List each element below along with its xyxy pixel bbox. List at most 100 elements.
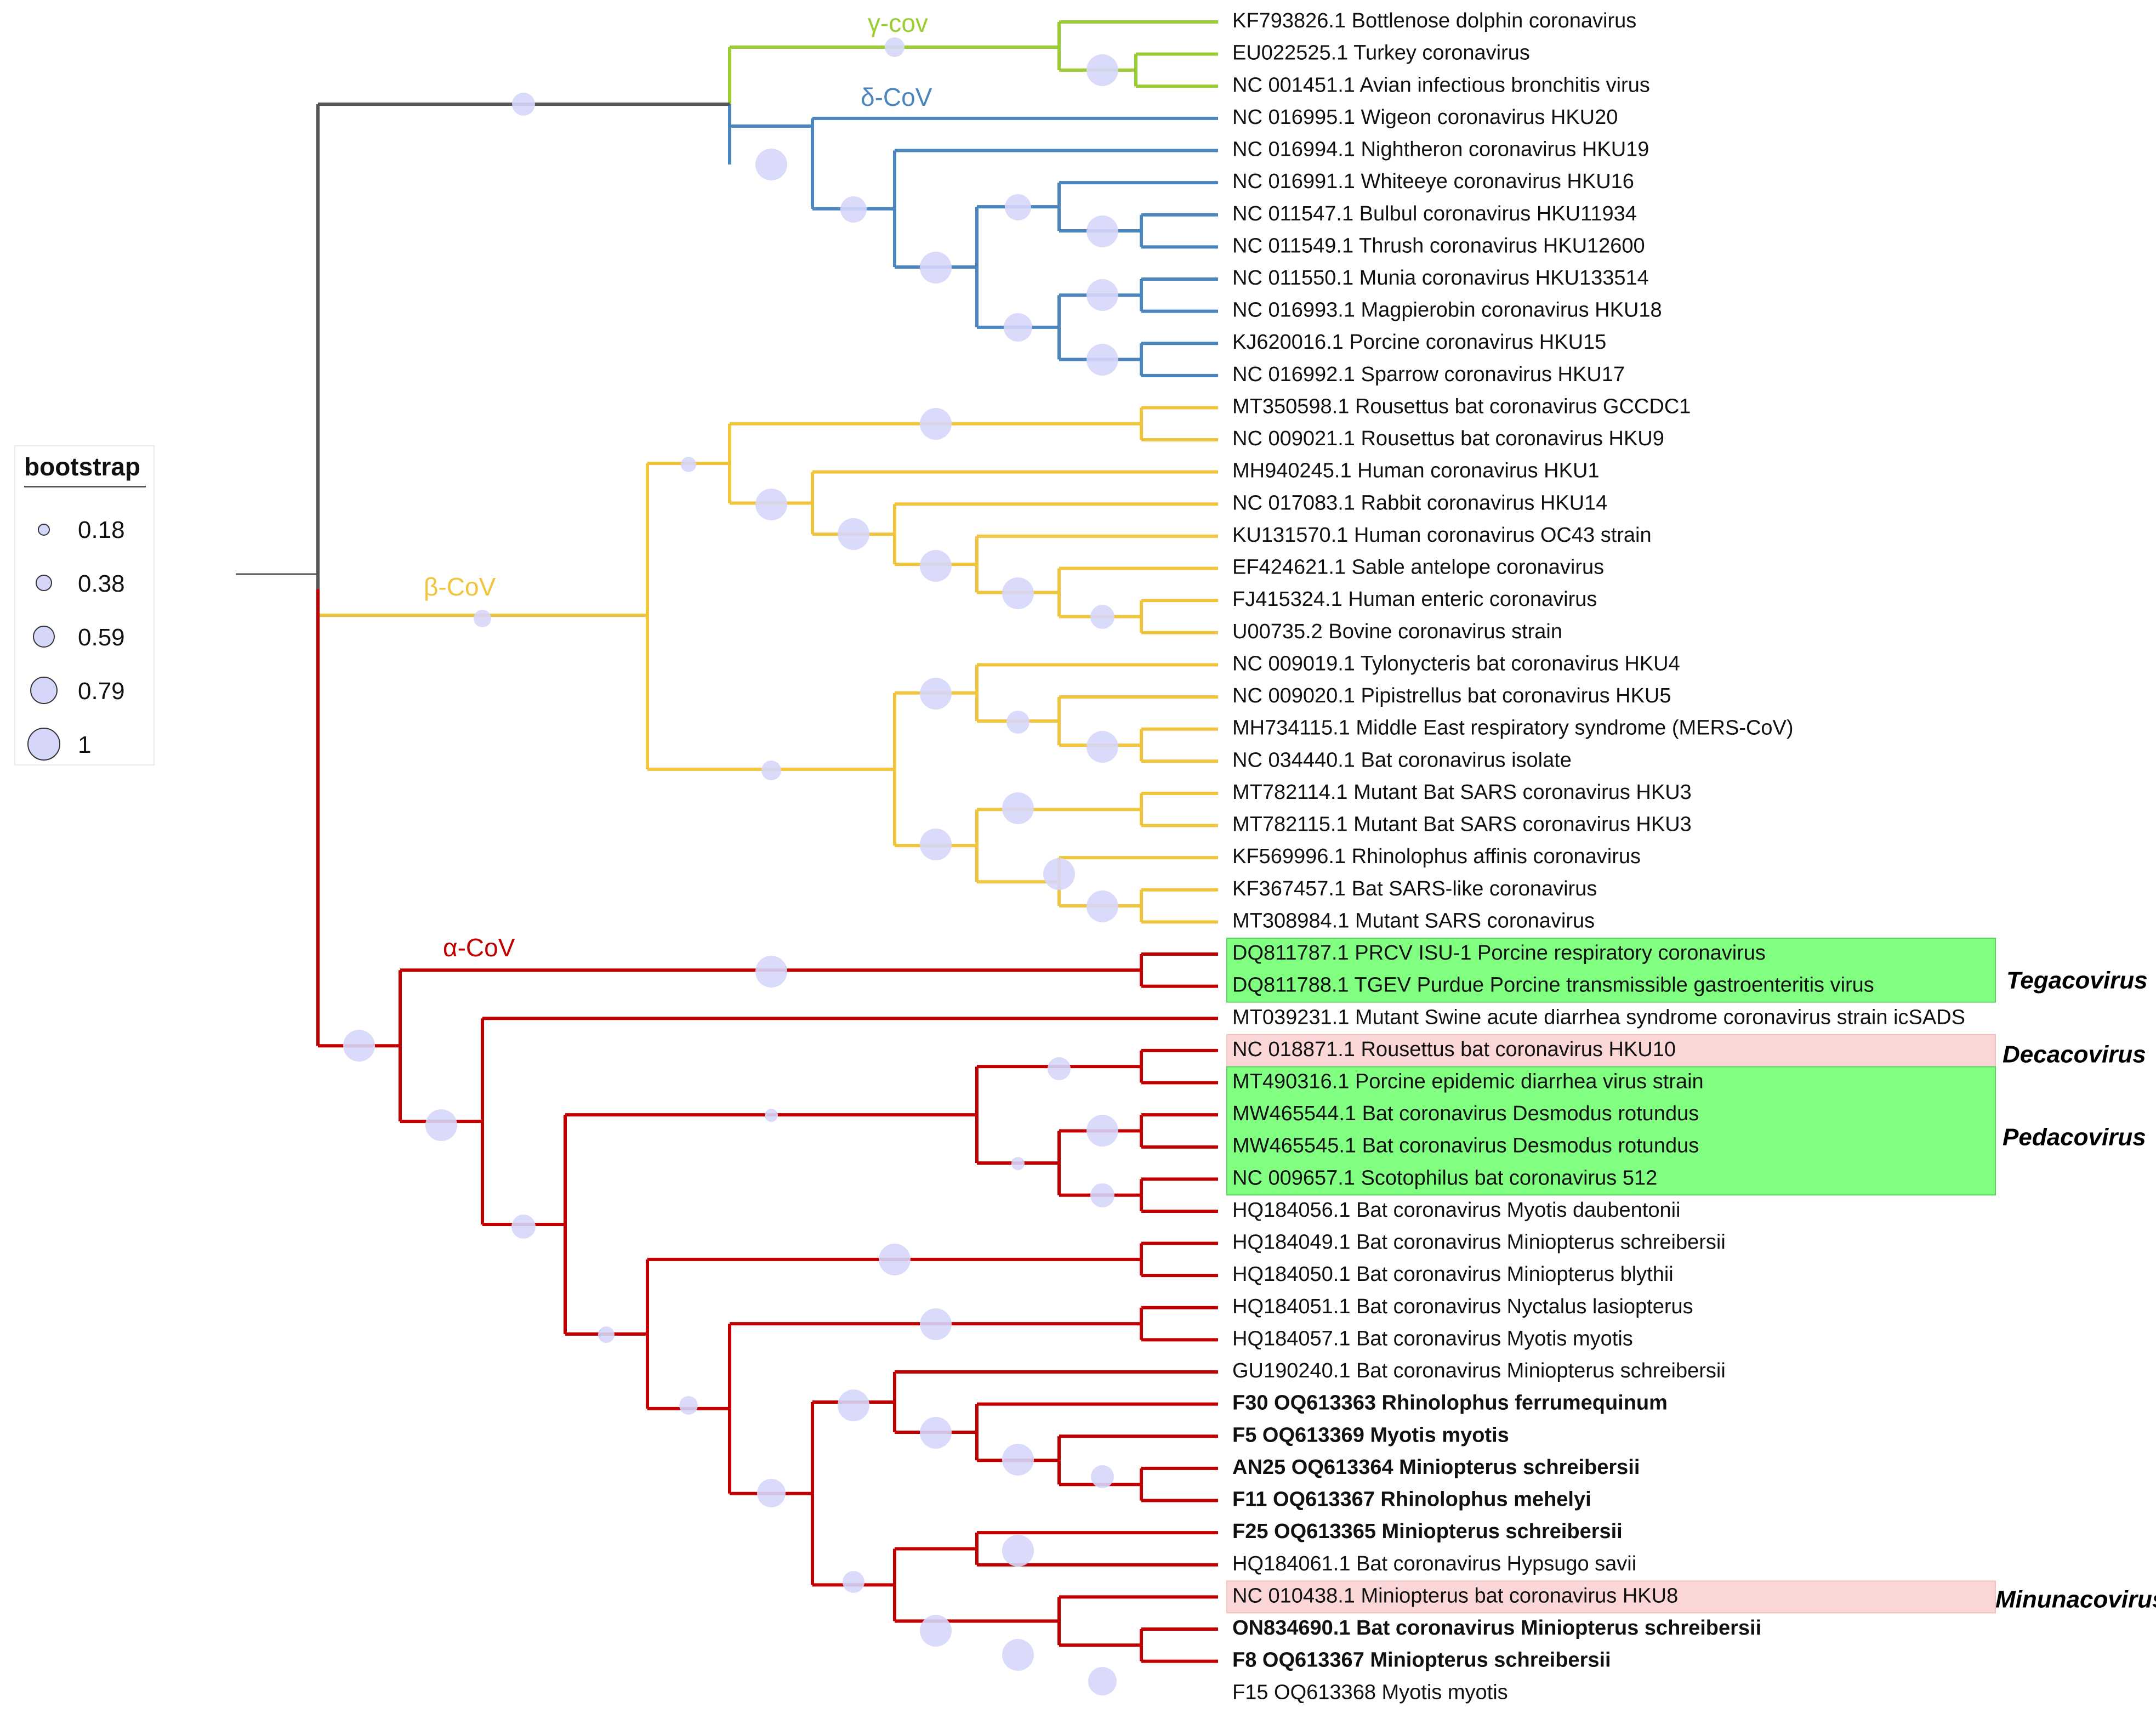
tip-label: MW465545.1 Bat coronavirus Desmodus rotu… <box>1232 1135 1699 1158</box>
bootstrap-node <box>1086 731 1118 763</box>
clade-label-gamma: γ-cov <box>868 9 928 37</box>
bootstrap-node <box>840 196 867 223</box>
tip-label: NC 017083.1 Rabbit coronavirus HKU14 <box>1232 491 1607 514</box>
tree-branches <box>236 20 1218 1663</box>
tip-label: NC 016991.1 Whiteeye coronavirus HKU16 <box>1232 170 1634 193</box>
bootstrap-node <box>474 610 491 627</box>
bootstrap-node <box>920 550 952 582</box>
bootstrap-node <box>843 1571 864 1593</box>
legend-value: 0.18 <box>78 517 125 543</box>
bootstrap-nodes <box>343 37 1118 1695</box>
bootstrap-node <box>765 1109 778 1122</box>
bootstrap-node <box>1002 792 1034 824</box>
tip-label: EU022525.1 Turkey coronavirus <box>1232 42 1530 65</box>
tip-label: NC 011549.1 Thrush coronavirus HKU12600 <box>1232 234 1645 257</box>
genus-label-minunacovirus: Minunacovirus <box>1995 1586 2156 1613</box>
tip-label: KU131570.1 Human coronavirus OC43 strain <box>1232 524 1652 547</box>
clade-label-beta: β-CoV <box>424 572 496 601</box>
clade-label-alpha: α-CoV <box>443 933 515 962</box>
tip-label: DQ811788.1 TGEV Purdue Porcine transmiss… <box>1232 974 1874 997</box>
tip-label: HQ184056.1 Bat coronavirus Myotis dauben… <box>1232 1199 1680 1222</box>
tip-label: AN25 OQ613364 Miniopterus schreibersii <box>1232 1456 1640 1479</box>
tip-label: HQ184057.1 Bat coronavirus Myotis myotis <box>1232 1327 1633 1350</box>
tip-label: MH734115.1 Middle East respiratory syndr… <box>1232 717 1794 740</box>
bootstrap-node <box>920 1615 952 1647</box>
tip-label: NC 016994.1 Nightheron coronavirus HKU19 <box>1232 138 1649 161</box>
bootstrap-node <box>879 1244 911 1275</box>
tip-label: F8 OQ613367 Miniopterus schreibersii <box>1232 1649 1611 1672</box>
tip-label: F25 OQ613365 Miniopterus schreibersii <box>1232 1520 1623 1543</box>
legend-dot <box>38 524 50 536</box>
tip-labels: KF793826.1 Bottlenose dolphin coronaviru… <box>1232 9 1965 1704</box>
bootstrap-node <box>1006 711 1029 734</box>
tip-label: KF793826.1 Bottlenose dolphin coronaviru… <box>1232 9 1636 32</box>
legend-row: 0.79 <box>15 668 156 712</box>
tip-label: HQ184061.1 Bat coronavirus Hypsugo savii <box>1232 1552 1636 1575</box>
legend-row: 0.38 <box>15 560 156 604</box>
bootstrap-node <box>1048 1057 1071 1080</box>
bootstrap-node <box>1011 1157 1025 1170</box>
tip-label: MT782115.1 Mutant Bat SARS coronavirus H… <box>1232 813 1692 836</box>
tip-label: MT350598.1 Rousettus bat coronavirus GCC… <box>1232 395 1691 418</box>
bootstrap-node <box>761 761 781 780</box>
tip-label: HQ184050.1 Bat coronavirus Miniopterus b… <box>1232 1263 1674 1286</box>
legend-row: 0.59 <box>15 614 156 658</box>
tip-label: NC 011547.1 Bulbul coronavirus HKU11934 <box>1232 202 1637 225</box>
tip-label: ON834690.1 Bat coronavirus Miniopterus s… <box>1232 1616 1761 1640</box>
legend-row: 0.18 <box>15 507 156 551</box>
bootstrap-node <box>1002 1535 1034 1567</box>
tip-label: EF424621.1 Sable antelope coronavirus <box>1232 556 1604 579</box>
tip-label: KF569996.1 Rhinolophus affinis coronavir… <box>1232 845 1641 868</box>
tip-label: F5 OQ613369 Myotis myotis <box>1232 1423 1509 1447</box>
tip-label: MW465544.1 Bat coronavirus Desmodus rotu… <box>1232 1102 1699 1125</box>
tip-label: NC 009020.1 Pipistrellus bat coronavirus… <box>1232 684 1671 707</box>
bootstrap-node <box>757 1479 786 1507</box>
bootstrap-node <box>1002 577 1034 609</box>
bootstrap-node <box>755 149 787 180</box>
bootstrap-node <box>1043 858 1075 890</box>
tip-label: NC 018871.1 Rousettus bat coronavirus HK… <box>1232 1038 1676 1061</box>
tip-label: HQ184051.1 Bat coronavirus Nyctalus lasi… <box>1232 1295 1693 1318</box>
bootstrap-node <box>920 678 952 710</box>
tip-label: NC 010438.1 Miniopterus bat coronavirus … <box>1232 1584 1678 1607</box>
tip-label: FJ415324.1 Human enteric coronavirus <box>1232 588 1597 611</box>
legend-dot <box>33 626 55 648</box>
genus-highlight <box>1226 1034 1996 1067</box>
bootstrap-node <box>1086 344 1118 376</box>
tip-label: NC 016992.1 Sparrow coronavirus HKU17 <box>1232 363 1625 386</box>
tip-label: U00735.2 Bovine coronavirus strain <box>1232 620 1562 643</box>
bootstrap-node <box>681 457 696 472</box>
bootstrap-node <box>755 956 787 988</box>
tip-label: GU190240.1 Bat coronavirus Miniopterus s… <box>1232 1359 1726 1382</box>
tip-label: NC 016993.1 Magpierobin coronavirus HKU1… <box>1232 299 1662 322</box>
legend-title: bootstrap <box>24 452 146 487</box>
genus-highlights <box>1226 937 1996 1614</box>
tip-label: MT039231.1 Mutant Swine acute diarrhea s… <box>1232 1006 1965 1029</box>
bootstrap-node <box>1090 605 1114 629</box>
tip-label: KJ620016.1 Porcine coronavirus HKU15 <box>1232 331 1606 354</box>
genus-label-decacovirus: Decacovirus <box>2003 1041 2146 1068</box>
bootstrap-node <box>679 1396 698 1415</box>
bootstrap-node <box>885 37 905 57</box>
tip-label: KF367457.1 Bat SARS-like coronavirus <box>1232 877 1597 900</box>
bootstrap-node <box>920 1417 952 1449</box>
bootstrap-node <box>920 1308 952 1340</box>
legend-value: 1 <box>78 731 92 758</box>
bootstrap-node <box>1005 194 1031 220</box>
tip-label: NC 009021.1 Rousettus bat coronavirus HK… <box>1232 427 1664 450</box>
bootstrap-node <box>755 489 787 520</box>
bootstrap-node <box>1091 1465 1114 1488</box>
tip-label: F11 OQ613367 Rhinolophus mehelyi <box>1232 1488 1591 1511</box>
bootstrap-node <box>1086 215 1118 247</box>
legend-value: 0.59 <box>78 624 125 651</box>
bootstrap-node <box>598 1326 615 1343</box>
bootstrap-node <box>1002 1444 1034 1476</box>
bootstrap-node <box>511 1215 536 1239</box>
legend-row: 1 <box>15 722 156 765</box>
clade-label-delta: δ-CoV <box>861 83 932 111</box>
legend-value: 0.79 <box>78 678 125 705</box>
genus-highlight <box>1226 937 1996 1003</box>
bootstrap-node <box>1086 890 1118 922</box>
genus-label-tegacovirus: Tegacovirus <box>2006 967 2148 994</box>
